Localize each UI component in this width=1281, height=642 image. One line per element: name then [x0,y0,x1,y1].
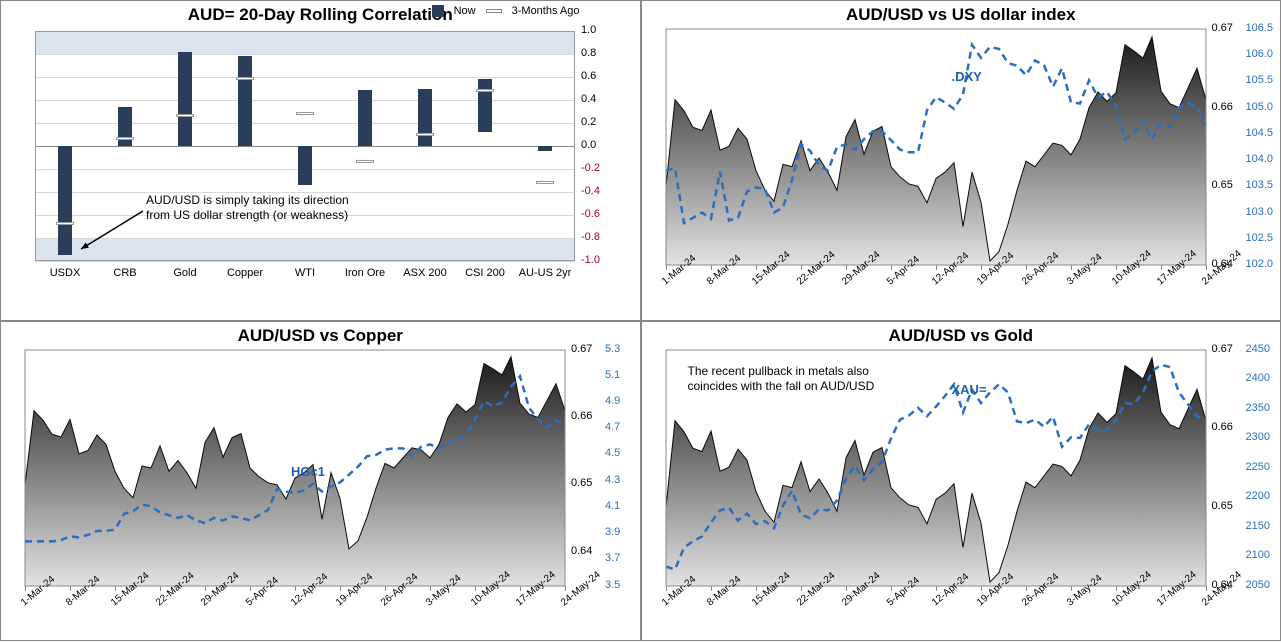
y2-tick: 2450 [1246,343,1270,355]
aud-area [666,37,1206,265]
y2-tick: 105.5 [1246,74,1274,86]
y2-tick: 3.9 [605,526,620,538]
y2-tick: 2350 [1246,402,1270,414]
series-label: XAU= [952,382,987,397]
y2-tick: 2250 [1246,461,1270,473]
annotation-text: The recent pullback in metals alsocoinci… [688,364,875,394]
aud-dxy-panel: AUD/USD vs US dollar index 0.640.650.660… [641,0,1281,321]
y1-tick: 0.65 [1212,500,1233,512]
aud-copper-panel: AUD/USD vs Copper 0.640.650.660.673.53.7… [0,321,641,642]
y1-tick: 0.67 [1212,22,1233,34]
y1-tick: 0.67 [1212,343,1233,355]
y1-tick: 0.67 [571,343,592,355]
correlation-panel: AUD= 20-Day Rolling Correlation Now 3-Mo… [0,0,641,321]
y2-tick: 103.5 [1246,179,1274,191]
y2-tick: 4.3 [605,474,620,486]
y1-tick: 0.66 [1212,101,1233,113]
y2-tick: 5.3 [605,343,620,355]
y2-tick: 2050 [1246,579,1270,591]
y1-tick: 0.66 [571,410,592,422]
y2-tick: 4.1 [605,500,620,512]
y2-tick: 2150 [1246,520,1270,532]
series-label: .DXY [952,69,982,84]
y2-tick: 105.0 [1246,101,1274,113]
y2-tick: 104.0 [1246,153,1274,165]
y2-tick: 3.5 [605,579,620,591]
y2-tick: 3.7 [605,552,620,564]
aud-gold-panel: AUD/USD vs Gold 0.640.650.660.6720502100… [641,321,1281,642]
y2-tick: 2400 [1246,372,1270,384]
y2-tick: 2100 [1246,549,1270,561]
y2-tick: 5.1 [605,369,620,381]
y1-tick: 0.64 [571,545,592,557]
y1-tick: 0.66 [1212,421,1233,433]
y2-tick: 102.0 [1246,258,1274,270]
y2-tick: 106.5 [1246,22,1274,34]
y2-tick: 2200 [1246,490,1270,502]
y2-tick: 4.5 [605,447,620,459]
y2-tick: 4.9 [605,395,620,407]
y2-tick: 103.0 [1246,206,1274,218]
y2-tick: 106.0 [1246,48,1274,60]
y2-tick: 102.5 [1246,232,1274,244]
series-label: HGc1 [291,464,325,479]
y2-tick: 4.7 [605,421,620,433]
y1-tick: 0.65 [571,477,592,489]
y2-tick: 104.5 [1246,127,1274,139]
y2-tick: 2300 [1246,431,1270,443]
y1-tick: 0.65 [1212,179,1233,191]
